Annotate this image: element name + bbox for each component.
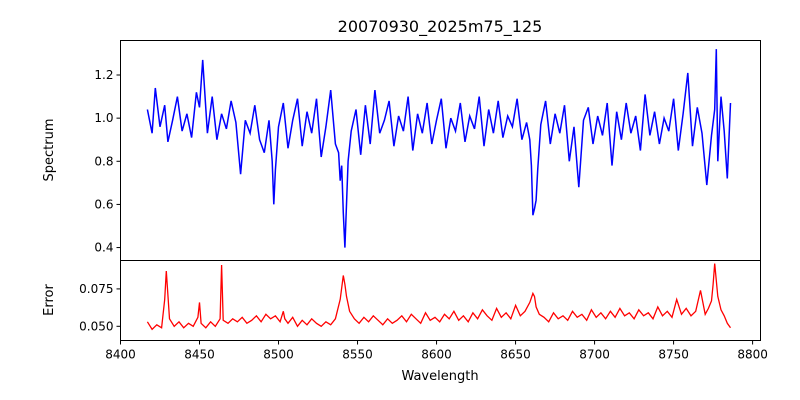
- error-y-axis-label: Error: [42, 284, 57, 316]
- spectrum-axes-frame: [120, 40, 761, 261]
- x-tick-label: 8500: [263, 348, 294, 362]
- error-panel: 0.050 0.075 Error: [42, 260, 761, 341]
- x-axis-ticks: 8400 8450 8500 8550 8600 8650 8700 8750 8800: [105, 340, 768, 362]
- spectrum-y-tick-label: 1.2: [94, 68, 113, 82]
- x-tick-label: 8400: [105, 348, 136, 362]
- error-series-line: [146, 263, 732, 331]
- spectrum-y-tick-label: 1.0: [94, 111, 113, 125]
- x-tick-label: 8650: [500, 348, 531, 362]
- spectrum-y-tick-label: 0.6: [94, 197, 113, 211]
- x-tick-label: 8450: [184, 348, 215, 362]
- x-tick-label: 8550: [342, 348, 373, 362]
- x-tick-label: 8750: [658, 348, 689, 362]
- spectrum-panel: 0.4 0.6 0.8 1.0 1.2 Spectrum: [42, 40, 761, 261]
- x-tick-label: 8800: [737, 348, 768, 362]
- chart-title: 20070930_2025m75_125: [338, 17, 543, 37]
- error-axes-frame: [120, 260, 761, 341]
- spectrum-y-axis-label: Spectrum: [42, 119, 57, 182]
- x-tick-label: 8700: [579, 348, 610, 362]
- spectrum-y-tick-label: 0.4: [94, 241, 113, 255]
- spectrum-series-line: [146, 49, 732, 248]
- spectrum-y-tick-label: 0.8: [94, 154, 113, 168]
- x-axis-label: Wavelength: [401, 369, 478, 384]
- error-y-tick-label: 0.050: [79, 319, 113, 333]
- x-tick-label: 8600: [421, 348, 452, 362]
- error-y-tick-label: 0.075: [79, 282, 113, 296]
